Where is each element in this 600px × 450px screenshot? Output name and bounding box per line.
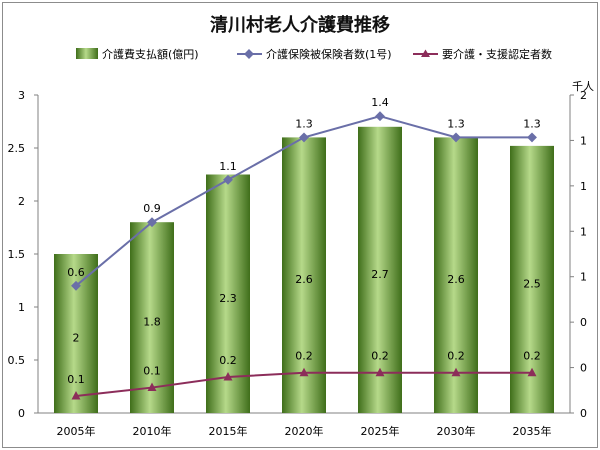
line-series-insured: 0.6 0.9 1.1 1.3 1.4 1.3 1.3 (67, 96, 541, 291)
right-tick-label: 0 (580, 407, 587, 420)
diamond-marker (451, 132, 461, 143)
diamond-marker (147, 217, 157, 228)
legend-label-line2: 要介護・支援認定者数 (442, 47, 552, 61)
x-tick-label: 2025年 (361, 424, 400, 438)
bar-data-labels: 2 1.8 2.3 2.6 2.7 2.6 2.5 (73, 268, 541, 345)
bar-value-label: 1.8 (143, 316, 161, 329)
bar (54, 254, 98, 413)
bar (434, 137, 478, 413)
triangle-marker (299, 367, 309, 377)
left-tick-label: 2 (18, 195, 25, 208)
x-tick-label: 2020年 (285, 424, 324, 438)
triangle-marker (527, 367, 537, 377)
x-tick-label: 2010年 (133, 424, 172, 438)
triangle-marker (223, 371, 233, 381)
left-tick-label: 0.5 (8, 354, 26, 367)
right-tick-label: 1 (580, 180, 587, 193)
triangle-marker (375, 367, 385, 377)
bar-value-label: 2.6 (295, 273, 313, 286)
left-axis-ticks: 0 0.5 1 1.5 2 2.5 3 (8, 89, 38, 420)
left-tick-label: 3 (18, 89, 25, 102)
bar-value-label: 2.7 (371, 268, 389, 281)
legend: 介護費支払額(億円) 介護保険被保険者数(1号) 要介護・支援認定者数 (76, 47, 552, 61)
right-tick-label: 0 (580, 362, 587, 375)
line-value-label: 0.2 (295, 350, 313, 363)
bar-value-label: 2.3 (219, 292, 237, 305)
left-tick-label: 1.5 (8, 248, 26, 261)
diamond-marker (375, 111, 385, 122)
legend-label-line1: 介護保険被保険者数(1号) (266, 47, 392, 61)
line-value-label: 1.4 (371, 96, 389, 109)
line-value-label: 1.3 (523, 117, 541, 130)
legend-marker-line2 (421, 49, 430, 57)
left-tick-label: 1 (18, 301, 25, 314)
bar (130, 222, 174, 413)
line-value-label: 0.1 (143, 365, 161, 378)
line-value-label: 0.9 (143, 202, 161, 215)
diamond-marker (527, 132, 537, 143)
line-value-label: 0.1 (67, 373, 85, 386)
triangle-marker (71, 391, 81, 400)
bar-value-label: 2 (73, 332, 80, 345)
legend-swatch-bar (76, 48, 98, 59)
x-tick-label: 2015年 (209, 424, 248, 438)
line-value-label: 1.3 (447, 117, 465, 130)
right-tick-label: 2 (580, 89, 587, 102)
line-value-label: 0.2 (447, 350, 465, 363)
right-tick-label: 0 (580, 316, 587, 329)
line-value-label: 0.2 (523, 350, 541, 363)
x-axis-labels: 2005年 2010年 2015年 2020年 2025年 2030年 2035年 (57, 424, 552, 438)
right-tick-label: 1 (580, 225, 587, 238)
line-value-label: 1.1 (219, 160, 237, 173)
bar (358, 126, 402, 414)
triangle-marker (451, 367, 461, 377)
bar (282, 137, 326, 413)
legend-marker-line1 (244, 49, 254, 59)
left-tick-label: 2.5 (8, 142, 26, 155)
line-series-certified: 0.1 0.1 0.2 0.2 0.2 0.2 0.2 (67, 350, 541, 400)
right-axis-unit: 千人 (572, 80, 594, 93)
right-tick-label: 1 (580, 271, 587, 284)
right-tick-label: 1 (580, 134, 587, 147)
bar-value-label: 2.6 (447, 273, 465, 286)
line-value-label: 0.2 (371, 350, 389, 363)
diamond-marker (299, 132, 309, 143)
chart-title: 清川村老人介護費推移 (210, 14, 390, 36)
legend-label-bar: 介護費支払額(億円) (102, 47, 199, 61)
line-value-label: 0.6 (67, 266, 85, 279)
right-axis-ticks: 0 0 0 1 1 1 1 2 (570, 89, 587, 420)
x-tick-label: 2030年 (437, 424, 476, 438)
triangle-marker (147, 382, 157, 392)
x-tick-label: 2035年 (513, 424, 552, 438)
x-tick-label: 2005年 (57, 424, 96, 438)
line-value-label: 0.2 (219, 354, 237, 367)
left-tick-label: 0 (18, 407, 25, 420)
diamond-marker (223, 174, 233, 185)
line-value-label: 1.3 (295, 117, 313, 130)
bar-value-label: 2.5 (523, 277, 541, 290)
